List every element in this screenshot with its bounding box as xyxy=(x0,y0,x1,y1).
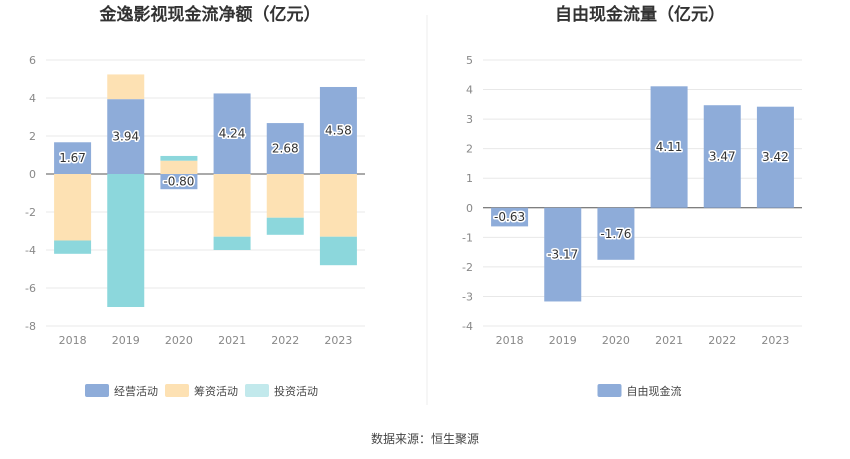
bar-经营活动-2022 xyxy=(266,123,304,174)
x-tick-label: 2023 xyxy=(324,334,352,347)
y-tick-label: 4 xyxy=(466,84,473,97)
y-tick-label: 2 xyxy=(29,130,36,143)
data-label: 4.11 xyxy=(656,140,683,154)
bar-自由现金流-2020 xyxy=(597,207,635,260)
bar-投资活动-2023 xyxy=(319,236,357,266)
bar-筹资活动-2018 xyxy=(54,174,92,241)
cash-flow-net-chart: 金逸影视现金流净额（亿元） 6 4 2 0 -2 -4 -6 -8 1.67 2018 3.94 20… xyxy=(25,4,365,398)
data-label: -1.76 xyxy=(600,227,631,241)
bar-自由现金流-2023 xyxy=(756,106,794,208)
x-tick-label: 2019 xyxy=(549,334,577,347)
bar-投资活动-2022 xyxy=(266,217,304,235)
y-tick-label: 4 xyxy=(29,92,36,105)
bar-筹资活动-2023 xyxy=(319,174,357,237)
bar-筹资活动-2021 xyxy=(213,174,251,237)
bar-经营活动-2020 xyxy=(160,174,198,190)
data-label: 3.42 xyxy=(762,150,789,164)
data-label: -0.80 xyxy=(163,175,194,189)
legend-swatch-筹资活动 xyxy=(165,384,189,397)
bar-自由现金流-2018 xyxy=(491,207,529,227)
bar-经营活动-2019 xyxy=(107,99,145,174)
bar-自由现金流-2021 xyxy=(650,86,688,208)
y-tick-label: 1 xyxy=(466,172,473,185)
x-tick-label: 2018 xyxy=(59,334,87,347)
bar-自由现金流-2022 xyxy=(703,105,741,208)
legend-swatch-经营活动 xyxy=(85,384,109,397)
y-tick-label: -2 xyxy=(25,206,36,219)
bar-经营活动-2021 xyxy=(213,93,251,174)
x-tick-label: 2023 xyxy=(761,334,789,347)
x-tick-label: 2020 xyxy=(165,334,193,347)
data-label: 3.47 xyxy=(709,149,736,163)
data-label: 2.68 xyxy=(272,142,299,156)
bar-经营活动-2023 xyxy=(319,86,357,174)
x-tick-label: 2019 xyxy=(112,334,140,347)
y-tick-label: 3 xyxy=(466,113,473,126)
bar-投资活动-2020 xyxy=(160,155,198,161)
data-label: -3.17 xyxy=(547,248,578,262)
free-cash-flow-chart: 自由现金流量（亿元） 5 4 3 2 1 0 -1 -2 -3 -4 -0.63 2018 -3.17 2… xyxy=(462,4,802,398)
legend-swatch-投资活动 xyxy=(245,384,269,397)
y-tick-label: 0 xyxy=(29,168,36,181)
x-tick-label: 2022 xyxy=(708,334,736,347)
y-tick-label: -4 xyxy=(25,244,36,257)
right-chart-title: 自由现金流量（亿元） xyxy=(555,4,725,25)
y-tick-label: -3 xyxy=(462,290,473,303)
bar-筹资活动-2020 xyxy=(160,160,198,174)
y-tick-label: -2 xyxy=(462,261,473,274)
y-tick-label: 2 xyxy=(466,143,473,156)
y-tick-label: 0 xyxy=(466,202,473,215)
data-label: 4.58 xyxy=(325,123,352,137)
y-tick-label: 6 xyxy=(29,54,36,67)
bar-经营活动-2018 xyxy=(54,142,92,174)
x-tick-label: 2018 xyxy=(496,334,524,347)
bar-自由现金流-2019 xyxy=(544,207,582,302)
legend-swatch-自由现金流 xyxy=(597,384,622,397)
y-tick-label: -8 xyxy=(25,320,36,333)
legend-label-经营活动: 经营活动 xyxy=(114,384,158,398)
x-tick-label: 2021 xyxy=(655,334,683,347)
x-tick-label: 2020 xyxy=(602,334,630,347)
data-label: 4.24 xyxy=(219,127,246,141)
data-label: 3.94 xyxy=(112,130,139,144)
y-tick-label: -1 xyxy=(462,231,473,244)
left-chart-title: 金逸影视现金流净额（亿元） xyxy=(99,4,321,25)
data-label: -0.63 xyxy=(494,210,525,224)
legend-label-投资活动: 投资活动 xyxy=(274,384,318,398)
bar-投资活动-2019 xyxy=(107,174,145,307)
x-tick-label: 2021 xyxy=(218,334,246,347)
bar-投资活动-2018 xyxy=(54,240,92,254)
x-tick-label: 2022 xyxy=(271,334,299,347)
legend-label-自由现金流: 自由现金流 xyxy=(627,384,682,398)
y-tick-label: 5 xyxy=(466,54,473,67)
bar-筹资活动-2019 xyxy=(107,74,145,100)
bar-投资活动-2021 xyxy=(213,236,251,250)
y-tick-label: -6 xyxy=(25,282,36,295)
legend-label-筹资活动: 筹资活动 xyxy=(194,384,238,398)
data-source: 数据来源：恒生聚源 xyxy=(371,431,479,446)
data-label: 1.67 xyxy=(59,151,86,165)
y-tick-label: -4 xyxy=(462,320,473,333)
bar-筹资活动-2022 xyxy=(266,174,304,218)
